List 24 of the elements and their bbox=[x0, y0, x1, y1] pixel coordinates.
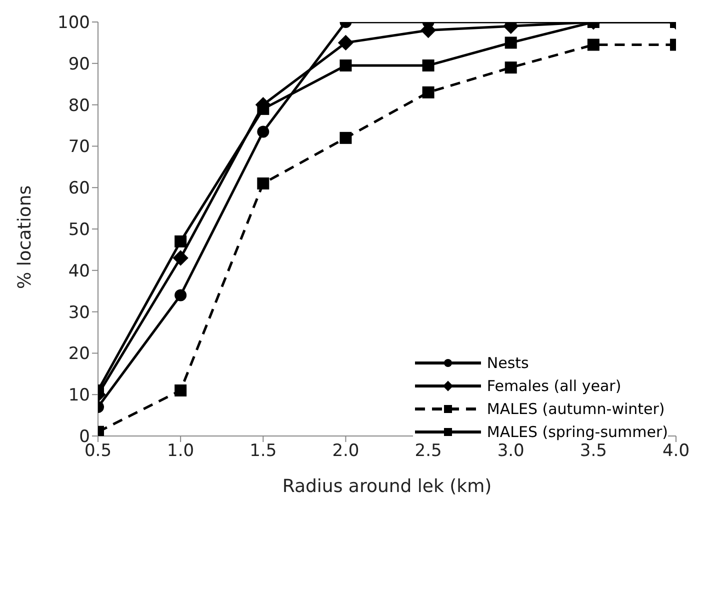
y-tick-label: 40 bbox=[68, 261, 90, 282]
y-tick-label: 50 bbox=[68, 220, 90, 240]
y-tick-label: 10 bbox=[68, 386, 90, 406]
legend-label: Females (all year) bbox=[486, 376, 622, 394]
x-tick-label: 1.5 bbox=[250, 441, 277, 462]
y-tick-label: 20 bbox=[68, 344, 90, 364]
y-tick-label: 70 bbox=[68, 137, 90, 158]
y-tick-label: 60 bbox=[68, 178, 90, 199]
x-tick-label: 2.0 bbox=[332, 441, 360, 462]
x-tick-label: 0.5 bbox=[84, 441, 112, 462]
legend-label: MALES (spring-summer) bbox=[486, 422, 668, 440]
legend-label: MALES (autumn-winter) bbox=[486, 400, 665, 418]
x-tick-label: 3.5 bbox=[580, 441, 607, 462]
x-tick-label: 1.0 bbox=[167, 441, 194, 462]
legend-label: Nests bbox=[486, 354, 529, 372]
y-tick-label: 30 bbox=[68, 302, 90, 323]
y-axis-title: % locations bbox=[14, 185, 36, 289]
y-tick-label: 90 bbox=[68, 54, 90, 74]
x-tick-label: 2.5 bbox=[414, 441, 442, 462]
x-tick-label: 4.0 bbox=[662, 441, 690, 462]
x-tick-label: 3.0 bbox=[497, 441, 524, 462]
x-axis-title: Radius around lek (km) bbox=[282, 476, 492, 497]
y-tick-label: 80 bbox=[68, 96, 90, 116]
y-tick-label: 100 bbox=[58, 13, 90, 34]
